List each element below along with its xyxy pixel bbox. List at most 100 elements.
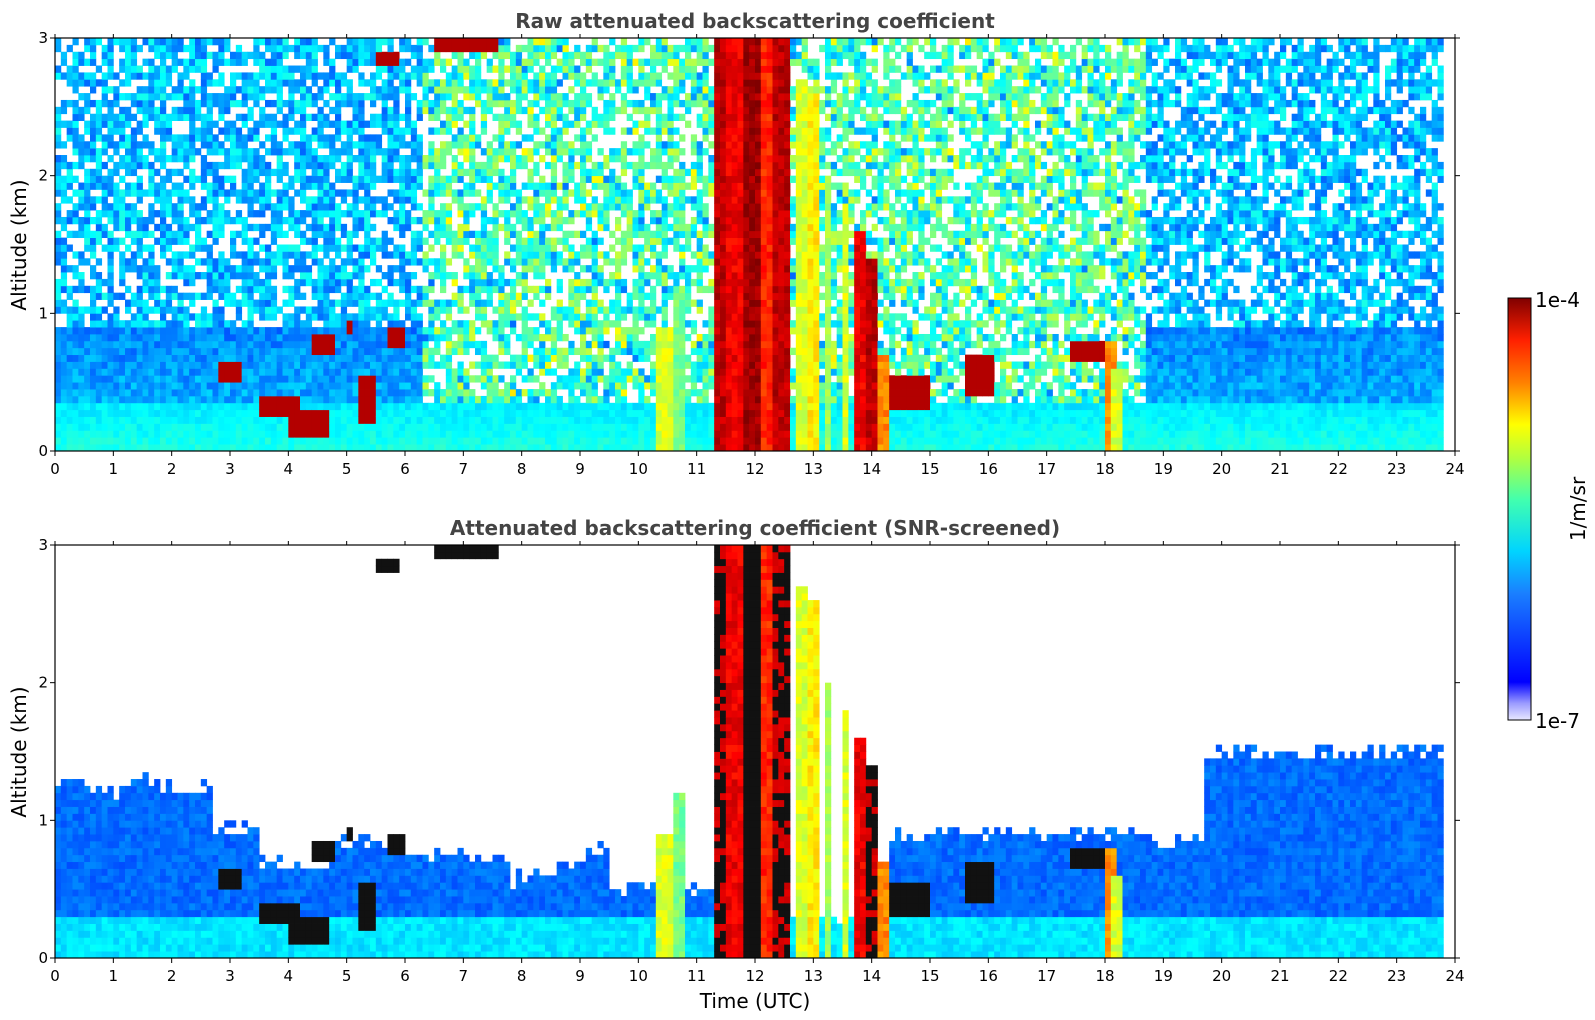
heatmap-cell [107, 189, 114, 197]
heatmap-cell [451, 161, 458, 170]
heatmap-cell [469, 251, 476, 259]
heatmap-cell [387, 58, 394, 66]
heatmap-cell [661, 430, 668, 438]
heatmap-cell [591, 354, 598, 362]
heatmap-cell [457, 320, 464, 328]
heatmap-cell [195, 223, 202, 232]
heatmap-cell [335, 313, 342, 321]
heatmap-cell [416, 134, 423, 142]
heatmap-cell [107, 423, 114, 431]
heatmap-cell [259, 244, 266, 252]
heatmap-cell [311, 251, 318, 259]
heatmap-cell [644, 409, 651, 417]
heatmap-cell [171, 354, 178, 362]
heatmap-cell [294, 382, 301, 390]
heatmap-cell [154, 299, 161, 307]
heatmap-cell [405, 402, 412, 411]
heatmap-cell [317, 444, 324, 451]
heatmap-cell [370, 251, 377, 259]
heatmap-cell [422, 237, 429, 245]
heatmap-cell [288, 409, 295, 417]
heatmap-cell [428, 141, 435, 149]
heatmap-cell [457, 389, 464, 397]
heatmap-cell [445, 182, 453, 190]
heatmap-cell [78, 320, 85, 328]
heatmap-cell [521, 340, 528, 349]
heatmap-cell [463, 444, 470, 451]
heatmap-cell [498, 155, 505, 163]
heatmap-cell [335, 155, 342, 163]
heatmap-cell [545, 409, 552, 417]
heatmap-cell [521, 313, 528, 321]
heatmap-cell [673, 127, 680, 135]
heatmap-cell [171, 423, 178, 431]
heatmap-cell [177, 347, 184, 356]
heatmap-cell [60, 223, 68, 232]
heatmap-cell [650, 216, 657, 225]
heatmap-cell [300, 327, 307, 335]
heatmap-cell [440, 299, 447, 307]
heatmap-cell [154, 237, 161, 245]
heatmap-cell [539, 272, 546, 280]
heatmap-cell [119, 423, 126, 431]
heatmap-cell [241, 347, 248, 356]
heatmap-cell [515, 430, 523, 438]
heatmap-cell [189, 444, 196, 451]
heatmap-cell [171, 272, 178, 280]
heatmap-cell [381, 113, 388, 121]
heatmap-cell [638, 120, 645, 128]
heatmap-cell [171, 237, 178, 245]
heatmap-cell [399, 230, 406, 239]
heatmap-cell [282, 38, 289, 46]
heatmap-cell [136, 265, 143, 273]
heatmap-cell [364, 340, 371, 349]
heatmap-cell [387, 38, 394, 46]
heatmap-cell [463, 382, 470, 390]
heatmap-cell [387, 93, 394, 101]
heatmap-cell [346, 395, 353, 404]
heatmap-cell [90, 340, 97, 349]
heatmap-cell [358, 409, 365, 417]
heatmap-cell [136, 361, 143, 369]
heatmap-cell [136, 65, 143, 73]
heatmap-cell [609, 51, 616, 60]
heatmap-cell [416, 155, 423, 163]
heatmap-cell [113, 444, 120, 451]
heatmap-cell [154, 292, 161, 300]
heatmap-cell [230, 120, 237, 128]
heatmap-cell [521, 423, 528, 431]
heatmap-cell [480, 265, 488, 273]
heatmap-cell [638, 203, 645, 211]
heatmap-cell [434, 99, 441, 108]
heatmap-cell [224, 430, 231, 438]
heatmap-cell [253, 58, 260, 66]
heatmap-cell [235, 354, 243, 362]
heatmap-cell [206, 354, 213, 362]
heatmap-cell [644, 395, 651, 404]
heatmap-cell [142, 299, 149, 307]
heatmap-cell [253, 299, 260, 307]
heatmap-cell [539, 409, 546, 417]
heatmap-cell [416, 444, 423, 451]
heatmap-cell [562, 230, 569, 239]
heatmap-cell [241, 299, 248, 307]
heatmap-cell [101, 223, 108, 232]
heatmap-cell [113, 354, 120, 362]
heatmap-cell [486, 230, 493, 239]
heatmap-cell [259, 409, 266, 417]
heatmap-cell [224, 354, 231, 362]
heatmap-cell [101, 189, 108, 197]
heatmap-cell [317, 361, 324, 369]
heatmap-cell [486, 320, 493, 328]
heatmap-cell [405, 120, 412, 128]
heatmap-cell [165, 272, 173, 280]
heatmap-cell [486, 44, 493, 53]
heatmap-cell [136, 106, 143, 115]
heatmap-cell [195, 395, 202, 404]
heatmap-cell [107, 292, 114, 300]
heatmap-cell [230, 237, 237, 245]
heatmap-cell [119, 79, 126, 87]
heatmap-cell [597, 278, 604, 287]
heatmap-cell [370, 244, 377, 252]
heatmap-cell [655, 265, 663, 273]
